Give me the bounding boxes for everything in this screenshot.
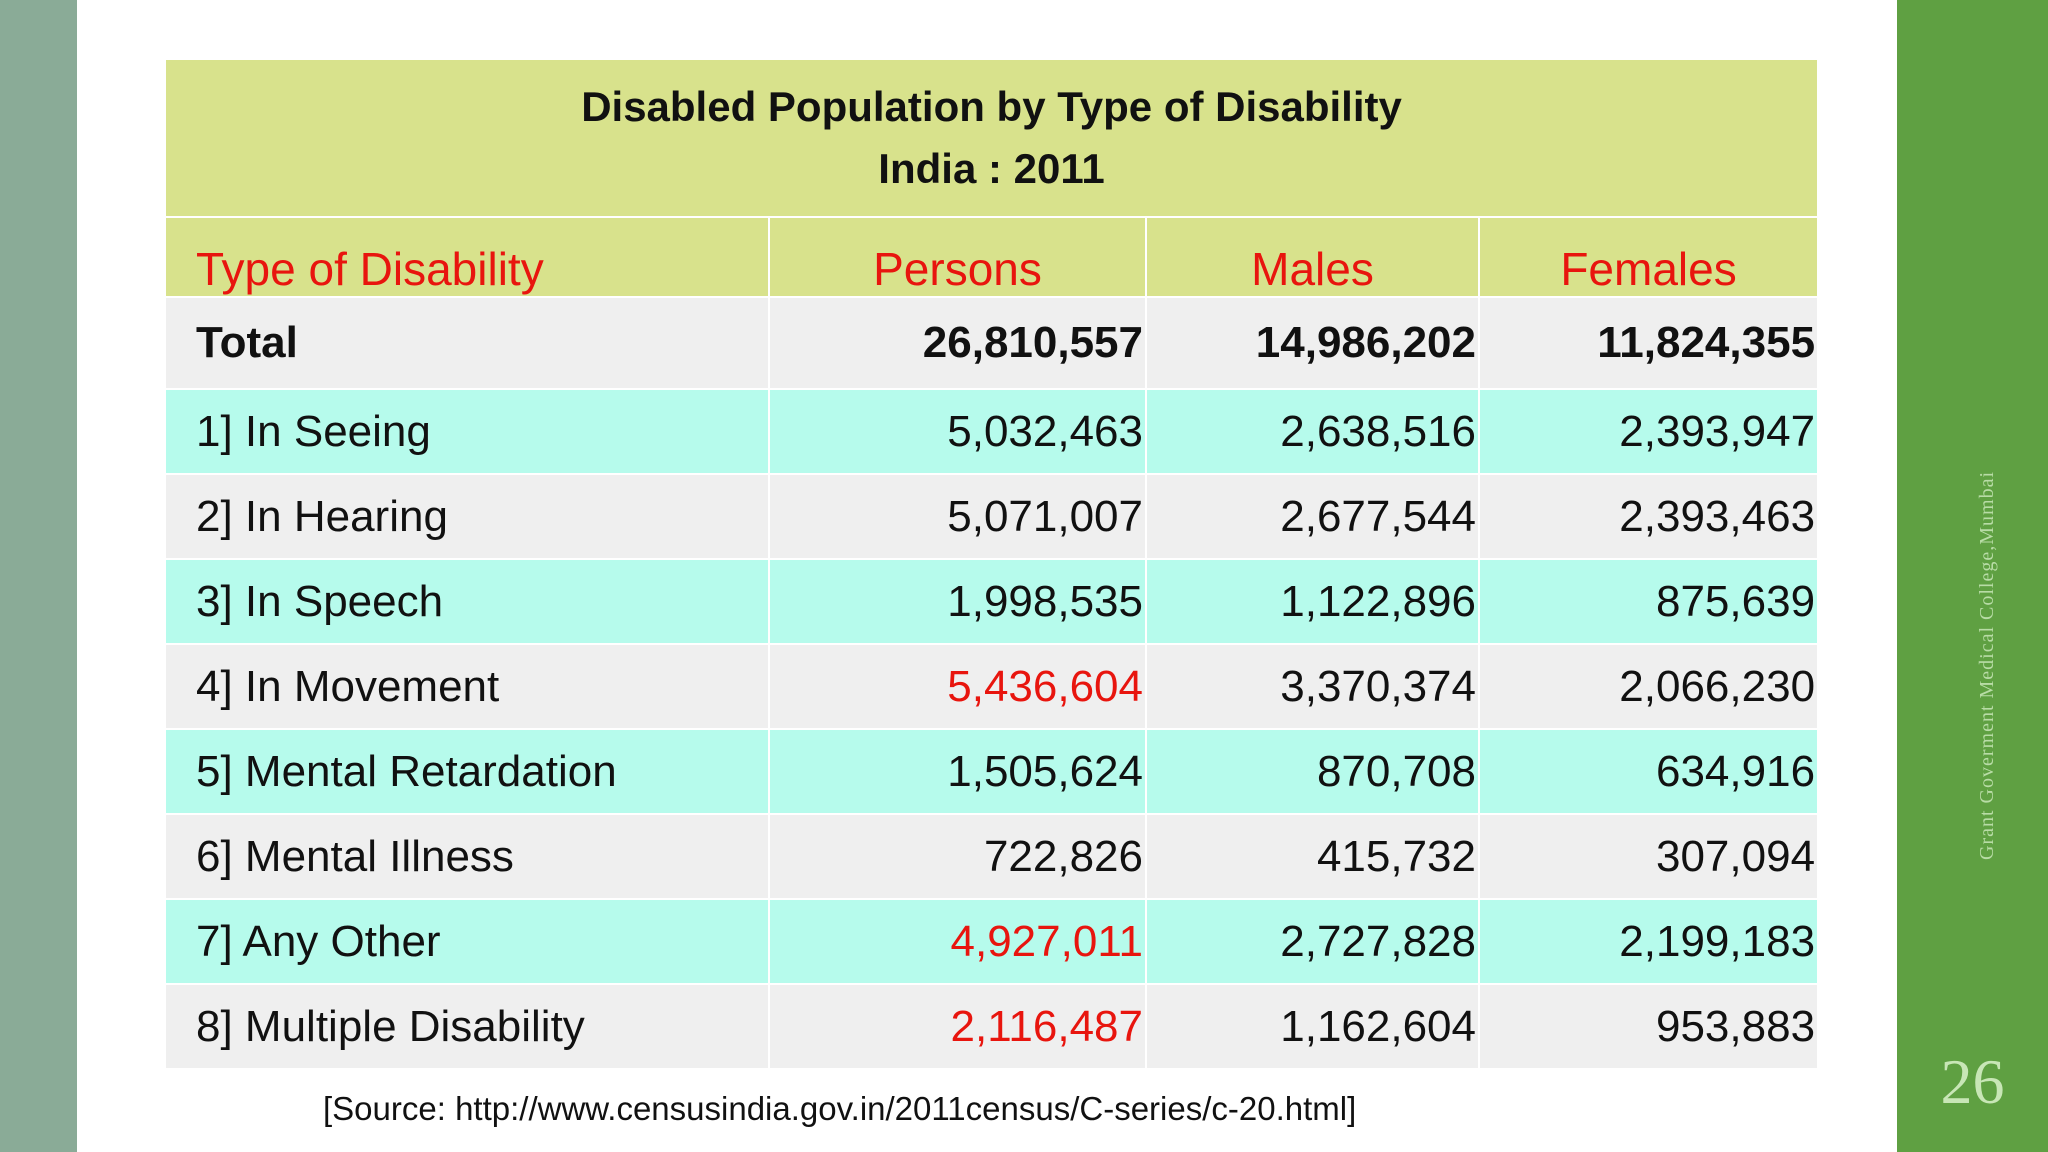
table-row: 7] Any Other 4,927,011 2,727,828 2,199,1… (164, 898, 1820, 985)
cell-females: 2,393,947 (1477, 388, 1820, 475)
cell-females: 2,066,230 (1477, 643, 1820, 730)
header-females: Females (1477, 216, 1820, 298)
cell-males: 2,638,516 (1145, 388, 1480, 475)
table-row: 6] Mental Illness 722,826 415,732 307,09… (164, 813, 1820, 900)
right-decorative-band (1897, 0, 2048, 1152)
cell-persons: 1,505,624 (768, 728, 1147, 815)
disability-table: Disabled Population by Type of Disabilit… (163, 58, 1820, 1070)
table-title: Disabled Population by Type of Disabilit… (163, 58, 1820, 218)
cell-females: 307,094 (1477, 813, 1820, 900)
disability-table-wrapper: Disabled Population by Type of Disabilit… (163, 58, 1820, 1070)
cell-persons: 5,032,463 (768, 388, 1147, 475)
header-males: Males (1145, 216, 1480, 298)
header-type-of-disability: Type of Disability (164, 216, 770, 298)
row-label: 4] In Movement (164, 643, 770, 730)
cell-males: 2,727,828 (1145, 898, 1480, 985)
row-label: 2] In Hearing (164, 473, 770, 560)
cell-males: 1,122,896 (1145, 558, 1480, 645)
cell-males: 2,677,544 (1145, 473, 1480, 560)
cell-persons: 26,810,557 (768, 296, 1147, 390)
cell-females: 634,916 (1477, 728, 1820, 815)
cell-females: 953,883 (1477, 983, 1820, 1070)
row-label: 6] Mental Illness (164, 813, 770, 900)
cell-persons-highlighted: 2,116,487 (768, 983, 1147, 1070)
table-row-total: Total 26,810,557 14,986,202 11,824,355 (164, 296, 1820, 390)
cell-females: 2,393,463 (1477, 473, 1820, 560)
table-title-row: Disabled Population by Type of Disabilit… (163, 58, 1820, 218)
cell-males: 870,708 (1145, 728, 1480, 815)
title-line-1: Disabled Population by Type of Disabilit… (581, 83, 1402, 130)
row-label: Total (164, 296, 770, 390)
row-label: 3] In Speech (164, 558, 770, 645)
cell-persons: 5,071,007 (768, 473, 1147, 560)
cell-males: 3,370,374 (1145, 643, 1480, 730)
table-row: 8] Multiple Disability 2,116,487 1,162,6… (164, 983, 1820, 1070)
table-row: 5] Mental Retardation 1,505,624 870,708 … (164, 728, 1820, 815)
row-label: 1] In Seeing (164, 388, 770, 475)
cell-persons-highlighted: 5,436,604 (768, 643, 1147, 730)
row-label: 8] Multiple Disability (164, 983, 770, 1070)
cell-females: 11,824,355 (1477, 296, 1820, 390)
cell-males: 14,986,202 (1145, 296, 1480, 390)
table-row: 4] In Movement 5,436,604 3,370,374 2,066… (164, 643, 1820, 730)
page-number: 26 (1940, 1046, 2005, 1117)
column-header-row: Type of Disability Persons Males Females (164, 216, 1820, 298)
table-row: 2] In Hearing 5,071,007 2,677,544 2,393,… (164, 473, 1820, 560)
table-row: 1] In Seeing 5,032,463 2,638,516 2,393,9… (164, 388, 1820, 475)
cell-males: 415,732 (1145, 813, 1480, 900)
cell-persons: 1,998,535 (768, 558, 1147, 645)
title-line-2: India : 2011 (878, 145, 1105, 192)
cell-females: 875,639 (1477, 558, 1820, 645)
header-persons: Persons (768, 216, 1147, 298)
cell-males: 1,162,604 (1145, 983, 1480, 1070)
row-label: 5] Mental Retardation (164, 728, 770, 815)
cell-persons-highlighted: 4,927,011 (768, 898, 1147, 985)
cell-persons: 722,826 (768, 813, 1147, 900)
vertical-credit-text: Grant Goverment Medical College,Mumbai (1976, 470, 1998, 860)
source-text: [Source: http://www.censusindia.gov.in/2… (323, 1090, 1357, 1127)
cell-females: 2,199,183 (1477, 898, 1820, 985)
row-label: 7] Any Other (164, 898, 770, 985)
table-row: 3] In Speech 1,998,535 1,122,896 875,639 (164, 558, 1820, 645)
left-decorative-band (0, 0, 77, 1152)
